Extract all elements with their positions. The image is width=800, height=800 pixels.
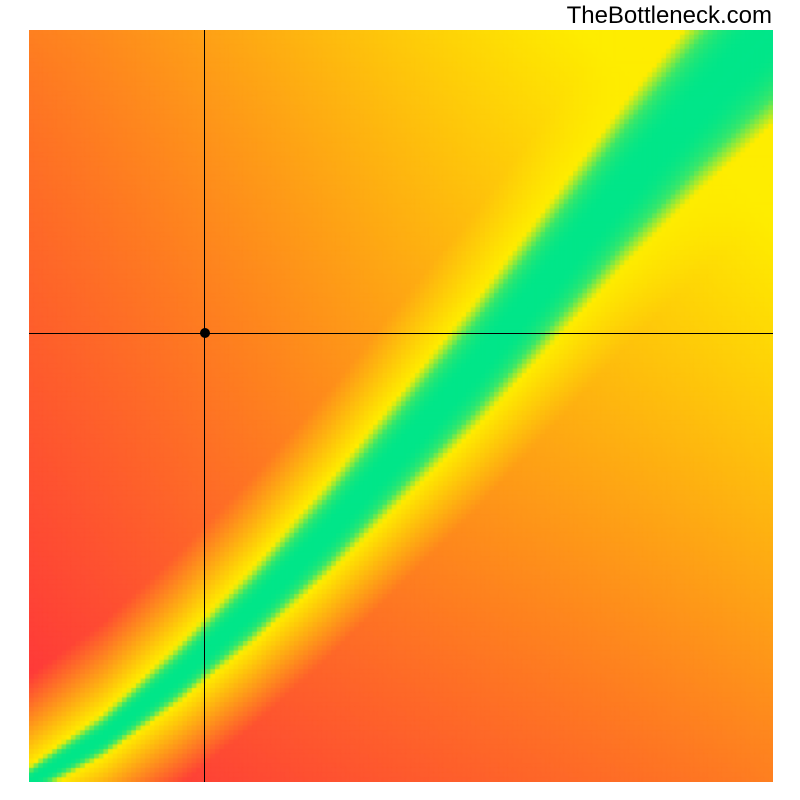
bottleneck-heatmap: [29, 30, 773, 782]
crosshair-marker: [200, 328, 210, 338]
crosshair-horizontal-line: [29, 333, 773, 334]
heatmap-canvas: [29, 30, 773, 782]
crosshair-vertical-line: [204, 30, 205, 782]
root: TheBottleneck.com: [0, 0, 800, 800]
attribution-text: TheBottleneck.com: [567, 2, 772, 30]
